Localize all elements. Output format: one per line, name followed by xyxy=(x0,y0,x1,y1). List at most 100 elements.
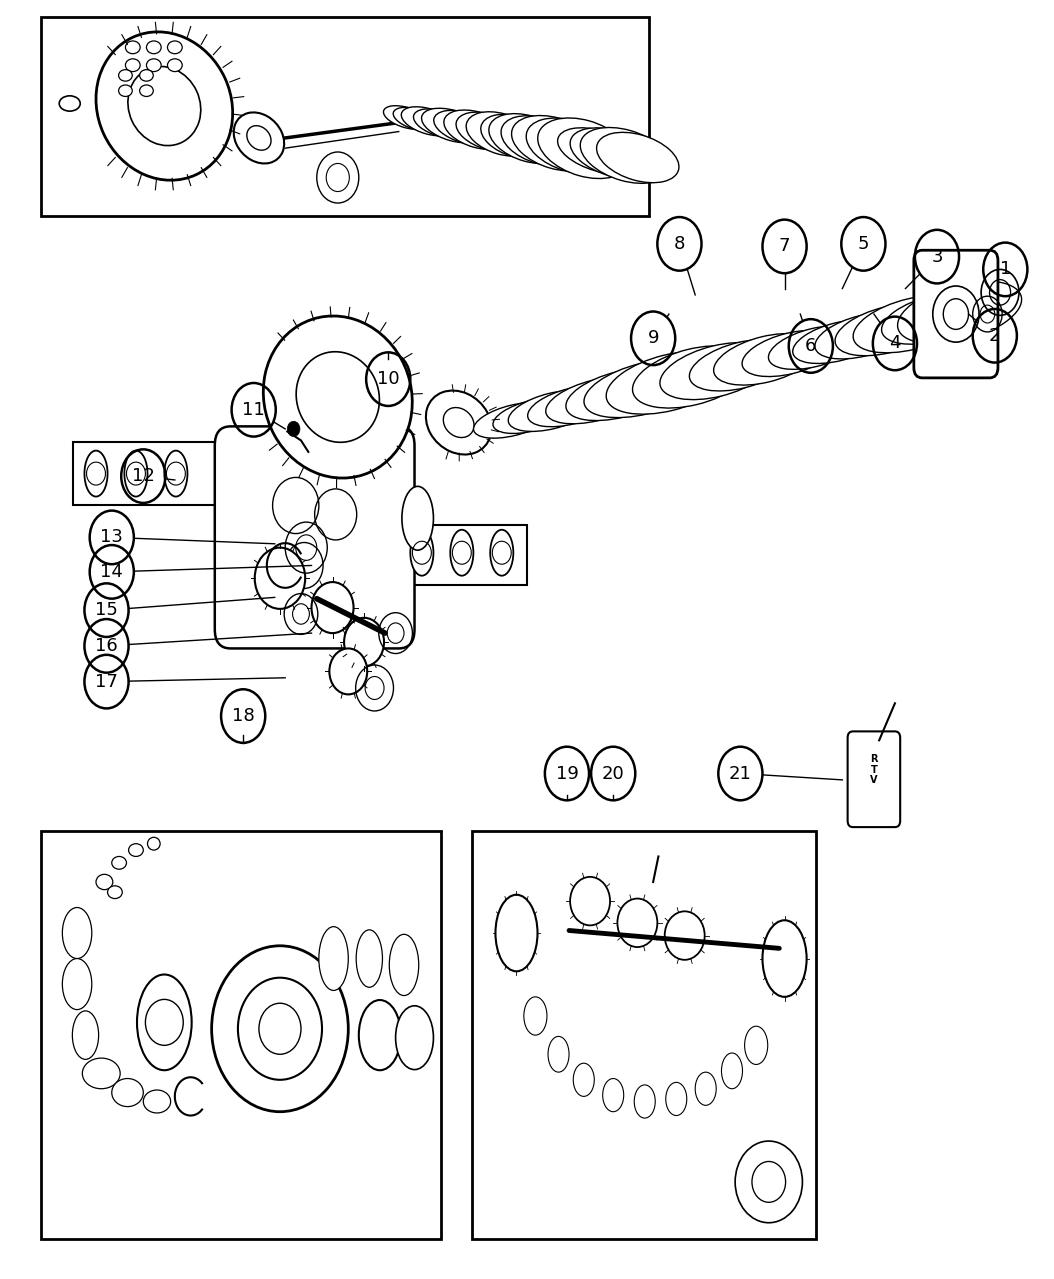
Ellipse shape xyxy=(402,486,433,550)
Ellipse shape xyxy=(312,582,353,633)
Text: 13: 13 xyxy=(100,528,123,546)
Ellipse shape xyxy=(714,334,817,385)
Ellipse shape xyxy=(402,106,454,136)
Ellipse shape xyxy=(501,115,580,165)
Ellipse shape xyxy=(508,390,596,431)
Ellipse shape xyxy=(490,530,513,576)
Ellipse shape xyxy=(481,114,551,159)
Text: 1: 1 xyxy=(999,261,1011,279)
Text: 9: 9 xyxy=(647,329,659,348)
Ellipse shape xyxy=(853,295,969,353)
Ellipse shape xyxy=(603,1078,624,1111)
Ellipse shape xyxy=(168,41,182,54)
Ellipse shape xyxy=(581,128,670,183)
Ellipse shape xyxy=(264,316,412,478)
Ellipse shape xyxy=(815,313,910,359)
Ellipse shape xyxy=(524,996,547,1035)
Ellipse shape xyxy=(742,330,837,376)
Ellipse shape xyxy=(660,343,774,399)
Ellipse shape xyxy=(744,1026,767,1064)
Circle shape xyxy=(288,421,300,436)
Ellipse shape xyxy=(137,975,192,1071)
Ellipse shape xyxy=(570,128,657,179)
Ellipse shape xyxy=(319,927,348,990)
Ellipse shape xyxy=(434,110,495,145)
Ellipse shape xyxy=(898,281,1021,344)
Ellipse shape xyxy=(119,84,132,96)
Ellipse shape xyxy=(96,32,233,180)
Text: 11: 11 xyxy=(242,400,265,418)
Ellipse shape xyxy=(108,886,122,899)
Ellipse shape xyxy=(128,67,200,146)
Ellipse shape xyxy=(84,450,108,496)
Ellipse shape xyxy=(296,352,379,443)
Ellipse shape xyxy=(548,1036,569,1072)
Ellipse shape xyxy=(426,390,491,454)
FancyBboxPatch shape xyxy=(41,831,441,1239)
Ellipse shape xyxy=(147,59,161,72)
Text: 10: 10 xyxy=(377,370,399,388)
Ellipse shape xyxy=(124,450,148,496)
FancyBboxPatch shape xyxy=(395,524,527,585)
Text: 2: 2 xyxy=(989,326,1000,345)
Text: 20: 20 xyxy=(602,765,625,783)
Ellipse shape xyxy=(247,125,271,150)
Text: 8: 8 xyxy=(674,235,685,253)
Ellipse shape xyxy=(444,110,510,150)
Ellipse shape xyxy=(689,339,793,391)
Ellipse shape xyxy=(356,930,383,987)
Ellipse shape xyxy=(722,1053,742,1088)
Ellipse shape xyxy=(584,359,704,418)
Text: 4: 4 xyxy=(890,334,901,353)
Ellipse shape xyxy=(112,857,126,870)
Ellipse shape xyxy=(393,107,438,130)
Text: 5: 5 xyxy=(858,235,870,253)
Ellipse shape xyxy=(793,320,883,363)
Ellipse shape xyxy=(143,1090,171,1113)
Ellipse shape xyxy=(538,118,630,179)
Ellipse shape xyxy=(62,958,92,1009)
FancyBboxPatch shape xyxy=(41,17,649,216)
Text: 12: 12 xyxy=(132,467,155,485)
Ellipse shape xyxy=(344,618,384,666)
Ellipse shape xyxy=(456,113,522,151)
Ellipse shape xyxy=(234,113,285,164)
Ellipse shape xyxy=(82,1058,120,1088)
FancyBboxPatch shape xyxy=(215,426,414,648)
Ellipse shape xyxy=(597,132,679,183)
Ellipse shape xyxy=(112,1078,143,1106)
Ellipse shape xyxy=(164,450,188,496)
Ellipse shape xyxy=(389,934,418,995)
Ellipse shape xyxy=(881,293,989,344)
Text: 21: 21 xyxy=(729,765,752,783)
Ellipse shape xyxy=(413,109,467,138)
Ellipse shape xyxy=(511,115,598,171)
Ellipse shape xyxy=(410,530,433,576)
Ellipse shape xyxy=(59,96,80,111)
Ellipse shape xyxy=(696,1072,717,1105)
Ellipse shape xyxy=(255,547,306,609)
Ellipse shape xyxy=(139,69,153,81)
Ellipse shape xyxy=(422,109,483,143)
Ellipse shape xyxy=(666,1082,687,1115)
Text: 19: 19 xyxy=(555,765,579,783)
Ellipse shape xyxy=(606,352,730,414)
Ellipse shape xyxy=(148,838,160,851)
Ellipse shape xyxy=(466,111,536,156)
Ellipse shape xyxy=(495,895,538,971)
Ellipse shape xyxy=(96,875,113,890)
Ellipse shape xyxy=(444,408,474,437)
Ellipse shape xyxy=(665,912,705,959)
Ellipse shape xyxy=(768,326,859,370)
FancyBboxPatch shape xyxy=(472,831,816,1239)
Ellipse shape xyxy=(762,921,806,996)
Text: 3: 3 xyxy=(932,248,942,266)
Text: 16: 16 xyxy=(95,637,118,655)
Ellipse shape xyxy=(526,118,612,174)
Ellipse shape xyxy=(528,386,614,427)
Ellipse shape xyxy=(125,59,140,72)
Text: 6: 6 xyxy=(805,336,817,356)
Ellipse shape xyxy=(489,114,567,164)
Ellipse shape xyxy=(632,345,753,408)
Ellipse shape xyxy=(618,899,658,946)
